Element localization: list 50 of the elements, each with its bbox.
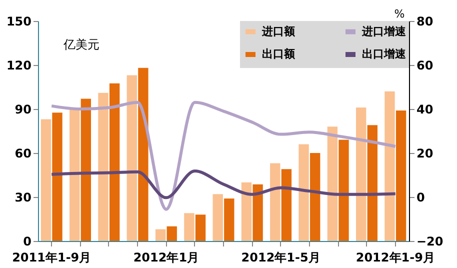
bar [298,144,309,241]
bar [155,229,166,241]
y2-tick-label: 20 [416,146,434,160]
bar [40,119,52,241]
bar [270,163,280,241]
bar [80,98,91,241]
y-tick-label: 150 [6,14,32,28]
x-tick-label: 2012年1-5月 [241,250,320,264]
bar [310,153,320,241]
y2-tick-label: −20 [416,234,444,248]
bar [126,75,137,241]
y-tick-label: 60 [14,146,32,160]
bar [52,112,62,241]
y-axis-title: 亿美元 [62,38,100,52]
bar [98,92,108,241]
y-tick-label: 30 [14,190,32,204]
legend-label: 出口额 [262,48,296,60]
x-tick-label: 2011年1-9月 [12,250,92,264]
x-tick-label: 2012年1-9月 [356,250,435,264]
bar [224,198,234,241]
y2-tick-label: 40 [416,102,434,116]
bar [367,125,378,241]
bar [195,214,206,241]
bar [212,194,223,241]
line-series [50,100,397,211]
y2-tick-label: 0 [416,190,425,204]
y2-axis-title: % [394,8,405,20]
bar [384,91,395,241]
bar [109,83,120,241]
y-tick-label: 120 [6,58,32,72]
bar [241,182,252,241]
bar [184,213,194,241]
bar [338,140,349,241]
y2-tick-label: 60 [416,58,434,72]
bar [166,226,177,241]
bar [396,110,406,241]
x-tick-label: 2012年1月 [133,250,200,264]
y-tick-label: 0 [23,234,32,248]
bar [327,126,338,241]
bar [356,108,366,241]
bar [252,184,263,241]
bar [138,68,148,241]
legend-label: 进口增速 [361,24,407,38]
legend-label: 出口增速 [362,48,407,60]
y2-tick-label: 80 [416,14,434,28]
y-tick-label: 90 [14,102,32,116]
bar [281,169,292,241]
line-series [50,170,397,200]
bar [70,109,80,241]
legend-label: 进口额 [261,24,296,38]
